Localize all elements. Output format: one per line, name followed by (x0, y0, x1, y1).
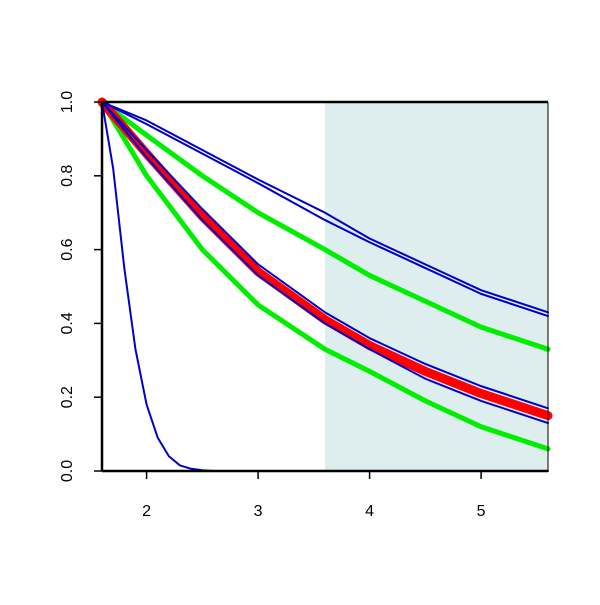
x-tick-label: 2 (142, 503, 151, 520)
series-line-blue-5 (101, 101, 549, 410)
tick-layer: 2 3 4 5 0.0 0.2 0.4 0.6 0.8 1.0 (59, 91, 486, 520)
x-tick-label: 4 (365, 503, 374, 520)
y-tick-label: 0.2 (59, 386, 76, 408)
y-tick-label: 0.0 (59, 460, 76, 482)
series-line-green-1 (99, 99, 551, 452)
series-layer (97, 97, 553, 472)
y-tick-label: 0.8 (59, 165, 76, 187)
y-tick-label: 0.4 (59, 312, 76, 334)
series-line-blue-6 (101, 101, 549, 425)
shaded-region (325, 102, 548, 471)
x-tick-label: 5 (477, 503, 486, 520)
series-line-green-0 (99, 99, 551, 352)
y-tick-label: 0.6 (59, 238, 76, 260)
series-line-blue-4 (101, 101, 549, 318)
series-line-red-2 (97, 97, 553, 421)
y-tick-label: 1.0 (59, 91, 76, 113)
series-line-blue-3 (101, 101, 549, 314)
axis-layer (100, 100, 549, 473)
x-tick-label: 3 (254, 503, 263, 520)
